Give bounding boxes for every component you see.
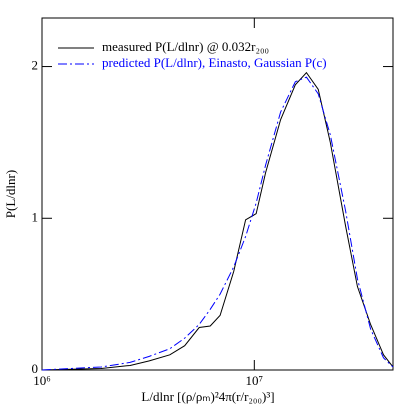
x-axis-label: L/dlnr [(ρ/ρₘ)²4π(r/r₂₀₀)³] <box>141 389 274 404</box>
data-line <box>41 71 394 371</box>
x-tick-label: 10⁶ <box>33 373 51 388</box>
legend-label: predicted P(L/dlnr), Einasto, Gaussian P… <box>102 55 327 70</box>
y-tick-label: 2 <box>32 58 39 73</box>
y-axis-label: P(L/dlnr) <box>3 170 18 218</box>
data-line <box>41 76 394 371</box>
y-tick-label: 1 <box>32 209 39 224</box>
legend-label: measured P(L/dlnr) @ 0.032r₂₀₀ <box>102 39 269 54</box>
plot-frame <box>41 17 394 371</box>
x-tick-label: 10⁷ <box>246 373 264 388</box>
y-tick-label: 0 <box>32 361 39 376</box>
